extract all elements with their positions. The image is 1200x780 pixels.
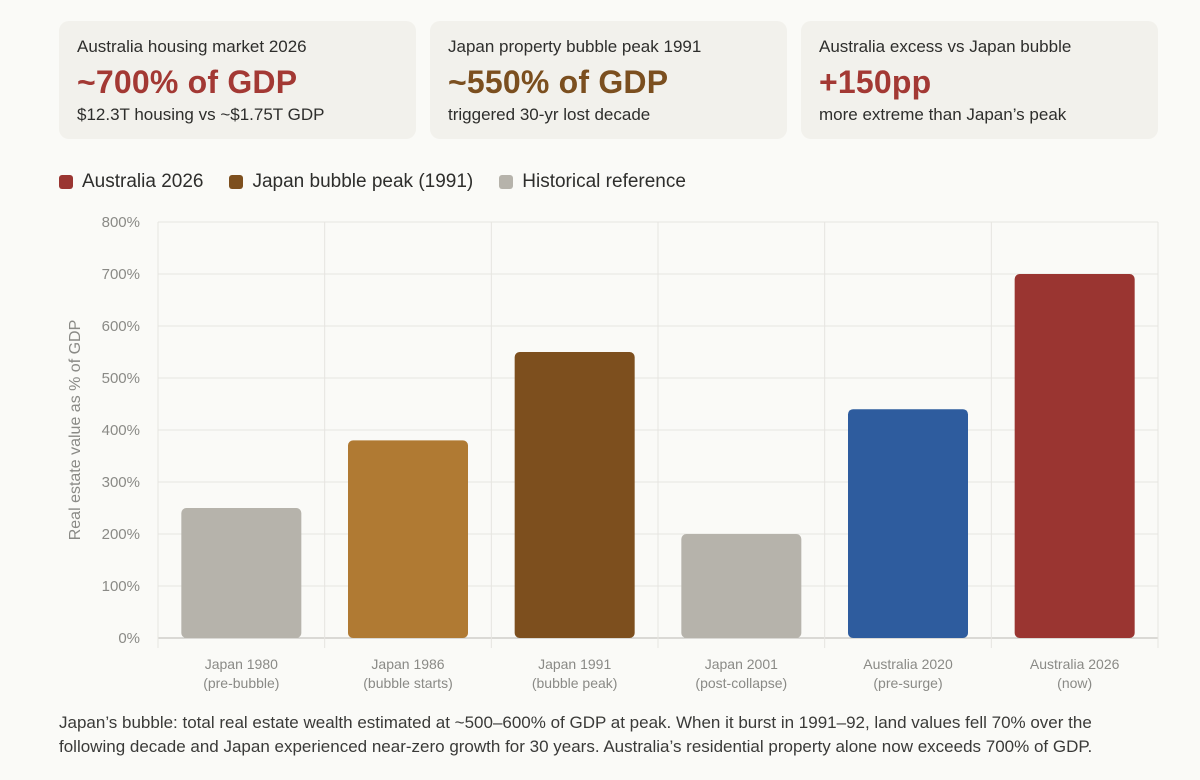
y-tick-label: 100% xyxy=(102,578,140,595)
y-tick-label: 700% xyxy=(102,266,140,283)
y-tick-label: 800% xyxy=(102,214,140,231)
x-tick-sublabel: (pre-surge) xyxy=(873,675,942,691)
card-sub: more extreme than Japan’s peak xyxy=(819,105,1067,124)
legend-swatch xyxy=(499,175,514,189)
bar xyxy=(181,508,302,638)
card-value: ~700% of GDP xyxy=(77,64,298,100)
x-tick-label: Australia 2026 xyxy=(1030,656,1120,672)
legend-label: Japan bubble peak (1991) xyxy=(252,171,474,192)
x-tick-sublabel: (pre-bubble) xyxy=(203,675,279,691)
card-excess: Australia excess vs Japan bubble +150pp … xyxy=(801,21,1158,139)
y-tick-label: 200% xyxy=(102,526,140,543)
x-tick-label: Japan 1986 xyxy=(371,656,444,672)
legend-item-japan-peak: Japan bubble peak (1991) xyxy=(229,171,473,193)
y-tick-label: 300% xyxy=(102,474,140,491)
x-tick-sublabel: (bubble starts) xyxy=(363,675,452,691)
card-sub: triggered 30-yr lost decade xyxy=(448,105,651,124)
bar-chart: 0% 100% 200% 300% 400% 500% 600% 700% 800% Japan … xyxy=(67,214,1159,691)
bar xyxy=(848,409,968,638)
card-japan-1991: Japan property bubble peak 1991 ~550% of… xyxy=(430,21,787,139)
legend-swatch xyxy=(229,175,244,189)
card-value: +150pp xyxy=(819,64,932,100)
chart-grid xyxy=(157,221,1159,648)
card-value: ~550% of GDP xyxy=(448,64,669,100)
y-tick-label: 600% xyxy=(102,318,140,335)
legend-item-historical: Historical reference xyxy=(499,171,686,193)
x-tick-label: Australia 2020 xyxy=(863,656,953,672)
card-label: Japan property bubble peak 1991 xyxy=(448,37,702,56)
legend-label: Historical reference xyxy=(522,171,686,192)
bar xyxy=(514,352,635,638)
chart-labels: 0% 100% 200% 300% 400% 500% 600% 700% 800% Japan … xyxy=(102,214,1120,691)
card-australia-2026: Australia housing market 2026 ~700% of G… xyxy=(59,21,416,139)
y-axis-title: Real estate value as % of GDP xyxy=(67,320,84,541)
x-tick-sublabel: (bubble peak) xyxy=(532,675,618,691)
legend-swatch xyxy=(59,175,73,189)
card-label: Australia housing market 2026 xyxy=(77,37,307,56)
x-tick-label: Japan 1980 xyxy=(205,656,278,672)
x-tick-sublabel: (post-collapse) xyxy=(695,675,787,691)
summary-cards: Australia housing market 2026 ~700% of G… xyxy=(59,21,1159,139)
card-sub: $12.3T housing vs ~$1.75T GDP xyxy=(77,105,325,124)
chart-bars xyxy=(181,274,1135,638)
x-tick-sublabel: (now) xyxy=(1057,675,1092,691)
chart-caption: Japan’s bubble: total real estate wealth… xyxy=(59,713,1093,756)
bar xyxy=(348,440,468,638)
y-tick-label: 500% xyxy=(102,370,140,387)
bar xyxy=(681,534,802,638)
bar xyxy=(1014,274,1135,638)
y-tick-label: 0% xyxy=(118,630,140,647)
legend-item-australia-2026: Australia 2026 xyxy=(59,171,203,193)
card-label: Australia excess vs Japan bubble xyxy=(819,37,1072,56)
legend-label: Australia 2026 xyxy=(82,171,204,192)
x-tick-label: Japan 1991 xyxy=(538,656,611,672)
y-tick-label: 400% xyxy=(102,422,140,439)
chart-legend: Australia 2026 Japan bubble peak (1991) … xyxy=(59,170,712,194)
x-tick-label: Japan 2001 xyxy=(705,656,778,672)
